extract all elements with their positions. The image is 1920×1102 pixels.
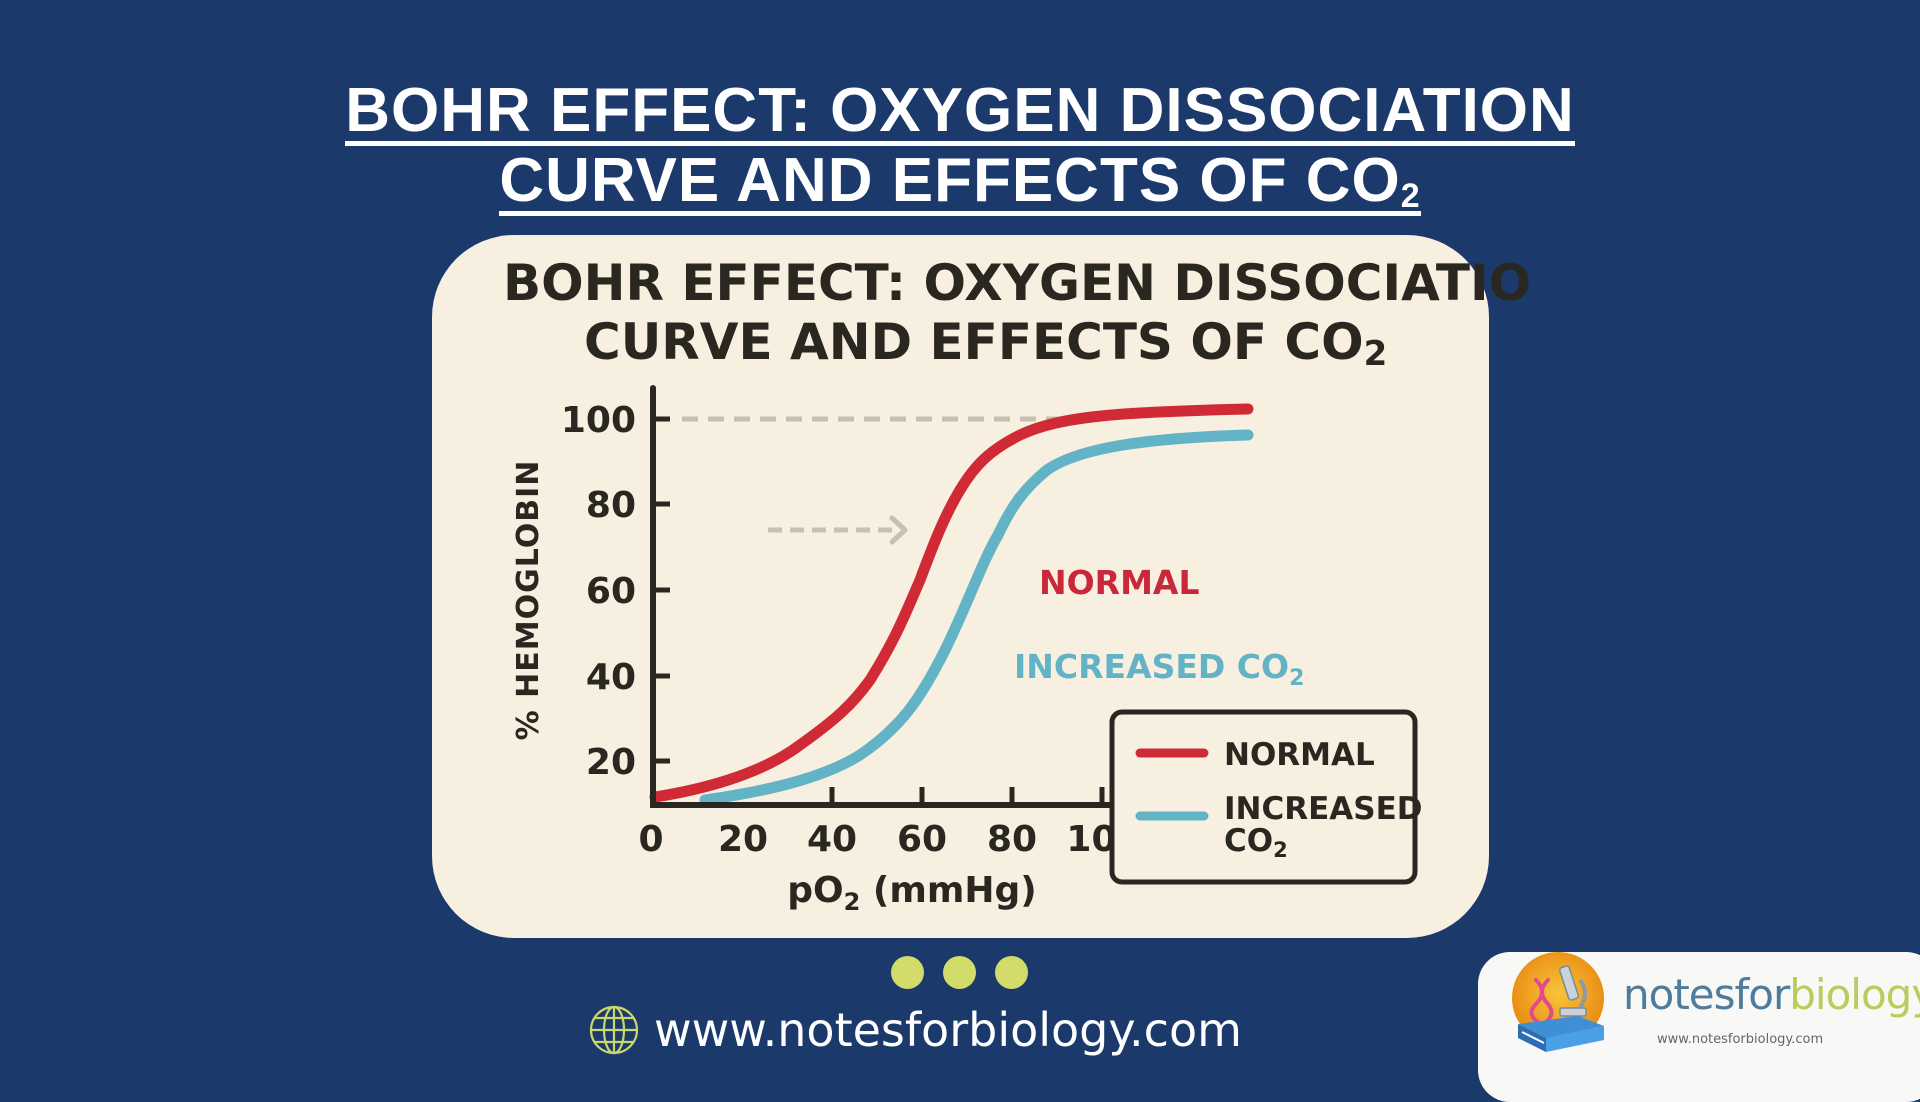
x-tick-label: 40	[807, 819, 857, 860]
card-title-line2: CURVE AND EFFECTS OF CO2	[584, 313, 1387, 371]
y-tick-label: 60	[586, 571, 636, 612]
logo-word-notesfor: notesfor	[1623, 970, 1790, 1019]
brand-logo: notesforbiology www.notesforbiology.com	[1478, 952, 1920, 1102]
page-title-line2-text: CURVE AND EFFECTS OF CO	[499, 146, 1401, 215]
increased-co2-curve-label: INCREASED CO2	[1014, 647, 1304, 691]
x-tick-label: 20	[718, 819, 768, 860]
y-axis-ticks	[653, 416, 670, 764]
page-title-line2: CURVE AND EFFECTS OF CO2	[499, 150, 1421, 216]
x-axis-ticks	[829, 787, 1105, 805]
logo-wordmark: notesforbiology	[1623, 970, 1920, 1019]
legend-label-increased: INCREASED	[1224, 791, 1423, 827]
website-url[interactable]: www.notesforbiology.com	[654, 1003, 1242, 1057]
x-tick-label: 60	[897, 819, 947, 860]
y-tick-label: 100	[561, 400, 636, 441]
curve-increased-co2	[699, 429, 1254, 806]
x-tick-label: 80	[987, 819, 1037, 860]
card-title-subscript: 2	[1363, 334, 1388, 374]
logo-emblem-icon	[1512, 952, 1604, 1052]
shift-arrow-icon	[768, 515, 908, 545]
website-link[interactable]: www.notesforbiology.com	[588, 1002, 1242, 1058]
page-title: BOHR EFFECT: OXYGEN DISSOCIATION CURVE A…	[0, 78, 1920, 218]
page-title-line1: BOHR EFFECT: OXYGEN DISSOCIATION	[345, 76, 1575, 146]
legend-label-normal: NORMAL	[1224, 737, 1375, 773]
legend-label-increased-co2: CO2	[1224, 823, 1288, 862]
card-title-line2-text: CURVE AND EFFECTS OF CO	[584, 313, 1364, 371]
card-title-line1: BOHR EFFECT: OXYGEN DISSOCIATIO	[503, 254, 1532, 312]
dot	[891, 956, 924, 989]
x-tick-label: 0	[638, 819, 663, 860]
curve-normal	[649, 403, 1254, 803]
dot	[943, 956, 976, 989]
y-tick-label: 20	[586, 742, 636, 783]
x-axis-title: pO2 (mmHg)	[787, 870, 1036, 916]
logo-word-biology: biology	[1789, 970, 1920, 1019]
globe-icon	[589, 1005, 639, 1055]
legend: NORMAL INCREASED CO2	[1109, 709, 1423, 885]
pagination-dots	[891, 956, 1028, 989]
y-tick-label: 80	[586, 485, 636, 526]
normal-curve-label: NORMAL	[1039, 563, 1200, 602]
dot	[995, 956, 1028, 989]
y-axis-title: % HEMOGLOBIN	[511, 460, 546, 741]
page-title-subscript: 2	[1400, 177, 1421, 215]
y-tick-label: 40	[586, 657, 636, 698]
logo-url: www.notesforbiology.com	[1657, 1032, 1824, 1047]
